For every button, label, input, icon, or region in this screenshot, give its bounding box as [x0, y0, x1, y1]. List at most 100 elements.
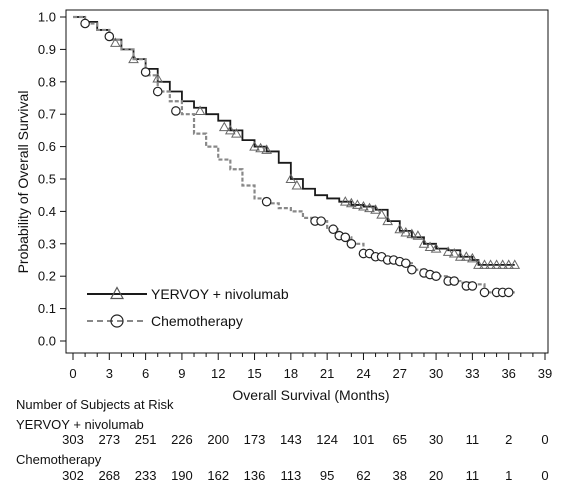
censor-marker-triangle [231, 128, 242, 138]
censor-marker-triangle [249, 141, 260, 151]
risk-count: 11 [466, 468, 480, 483]
x-tick-label: 15 [247, 366, 261, 381]
legend: YERVOY + nivolumab Chemotherapy [87, 286, 289, 329]
censor-marker-triangle [261, 144, 272, 154]
x-tick-label: 18 [284, 366, 298, 381]
risk-row-chemo: 302 268 233 190 162 136 113 95 62 38 20 11 1 0 [62, 468, 548, 483]
risk-count: 226 [171, 432, 193, 447]
censor-marker-circle [479, 287, 490, 298]
censor-marker-circle [503, 287, 514, 298]
risk-count: 2 [505, 432, 512, 447]
risk-table-title: Number of Subjects at Risk [16, 397, 174, 412]
x-tick-label: 33 [465, 366, 479, 381]
risk-group-label-chemo: Chemotherapy [16, 452, 102, 467]
censor-marker-circle [340, 232, 351, 243]
y-axis-title: Probability of Overall Survival [15, 91, 31, 274]
x-tick-label: 12 [211, 366, 225, 381]
x-axis-title: Overall Survival (Months) [232, 387, 389, 403]
x-tick-label: 6 [142, 366, 149, 381]
x-tick-label: 9 [178, 366, 185, 381]
censor-marker-triangle [509, 259, 521, 269]
censor-marker-triangle [110, 37, 121, 47]
x-tick-label: 24 [356, 366, 370, 381]
x-tick-label: 21 [320, 366, 334, 381]
plot-frame [65, 9, 549, 354]
censor-marker-triangle [352, 199, 363, 209]
censor-marker-triangle [224, 124, 236, 135]
y-tick-label: 0.7 [38, 107, 56, 122]
risk-count: 62 [356, 468, 370, 483]
y-tick-label: 1.0 [38, 10, 56, 25]
risk-count: 190 [171, 468, 193, 483]
risk-count: 302 [62, 468, 84, 483]
censor-marker-circle [328, 224, 339, 235]
series-line-0 [73, 16, 515, 266]
risk-count: 173 [244, 432, 266, 447]
x-tick-label: 36 [501, 366, 515, 381]
risk-count: 65 [393, 432, 407, 447]
censor-marker-triangle [503, 259, 515, 269]
legend-marker-triangle [109, 286, 125, 300]
censor-marker-circle [346, 239, 357, 249]
risk-count: 251 [135, 432, 157, 447]
censor-marker-circle [261, 196, 272, 207]
risk-count: 20 [429, 468, 443, 483]
risk-count: 273 [98, 432, 120, 447]
censor-marker-circle [104, 31, 115, 42]
censor-marker-circle [316, 216, 326, 226]
risk-count: 124 [316, 432, 338, 447]
y-tick-label: 0.5 [38, 172, 56, 187]
x-axis: 0 3 6 9 12 15 18 21 24 27 30 33 36 39 [69, 353, 552, 381]
censor-marker-triangle [460, 251, 472, 261]
risk-count: 113 [280, 468, 301, 483]
x-tick-label: 3 [106, 366, 113, 381]
censor-marker-circle [152, 86, 163, 97]
legend-label-yervoy: YERVOY + nivolumab [151, 286, 289, 302]
x-tick-label: 30 [429, 366, 443, 381]
censor-marker-triangle [376, 209, 387, 219]
risk-group-label-yervoy: YERVOY + nivolumab [16, 417, 144, 432]
y-tick-label: 0.3 [38, 236, 56, 251]
risk-count: 136 [244, 468, 266, 483]
censor-marker-triangle [394, 223, 406, 234]
risk-count: 268 [98, 468, 120, 483]
censor-marker-triangle [382, 215, 394, 226]
censor-marker-triangle [497, 259, 508, 269]
censor-marker-circle [171, 106, 181, 116]
x-tick-label: 27 [393, 366, 407, 381]
censor-marker-triangle [430, 243, 442, 253]
censor-marker-triangle [467, 252, 478, 263]
y-tick-label: 0.1 [38, 301, 56, 316]
censor-marker-triangle [152, 73, 164, 83]
risk-count: 1 [505, 468, 512, 483]
censor-marker-circle [140, 67, 151, 77]
risk-count: 162 [207, 468, 229, 483]
censor-marker-triangle [364, 202, 375, 213]
censor-marker-triangle [255, 142, 266, 153]
censor-marker-circle [80, 18, 90, 29]
censor-marker-circle [401, 258, 411, 269]
censor-marker-triangle [473, 259, 484, 269]
censor-marker-triangle [406, 228, 418, 239]
x-tick-label: 39 [538, 366, 552, 381]
censor-marker-triangle [418, 238, 430, 248]
censor-marker-triangle [291, 179, 303, 190]
censor-marker-triangle [424, 241, 436, 252]
risk-count: 200 [207, 432, 229, 447]
censor-marker-circle [449, 276, 460, 286]
censor-marker-triangle [442, 246, 454, 256]
risk-table: Number of Subjects at Risk YERVOY + nivo… [16, 397, 549, 483]
censor-marker-triangle [491, 259, 502, 269]
legend-entry-yervoy: YERVOY + nivolumab [87, 286, 289, 302]
series-layer [73, 15, 521, 298]
censor-marker-triangle [370, 204, 381, 214]
x-tick-label: 0 [69, 366, 76, 381]
legend-entry-chemo: Chemotherapy [87, 313, 243, 329]
risk-count: 11 [466, 432, 480, 447]
risk-count: 143 [280, 432, 302, 447]
series-line-1 [73, 15, 515, 294]
y-tick-label: 0.6 [38, 139, 56, 154]
y-axis: 0.0 0.1 0.2 0.3 0.4 0.5 0.6 0.7 0.8 0.9 1.0 [38, 10, 66, 349]
censor-marker-triangle [400, 226, 412, 237]
